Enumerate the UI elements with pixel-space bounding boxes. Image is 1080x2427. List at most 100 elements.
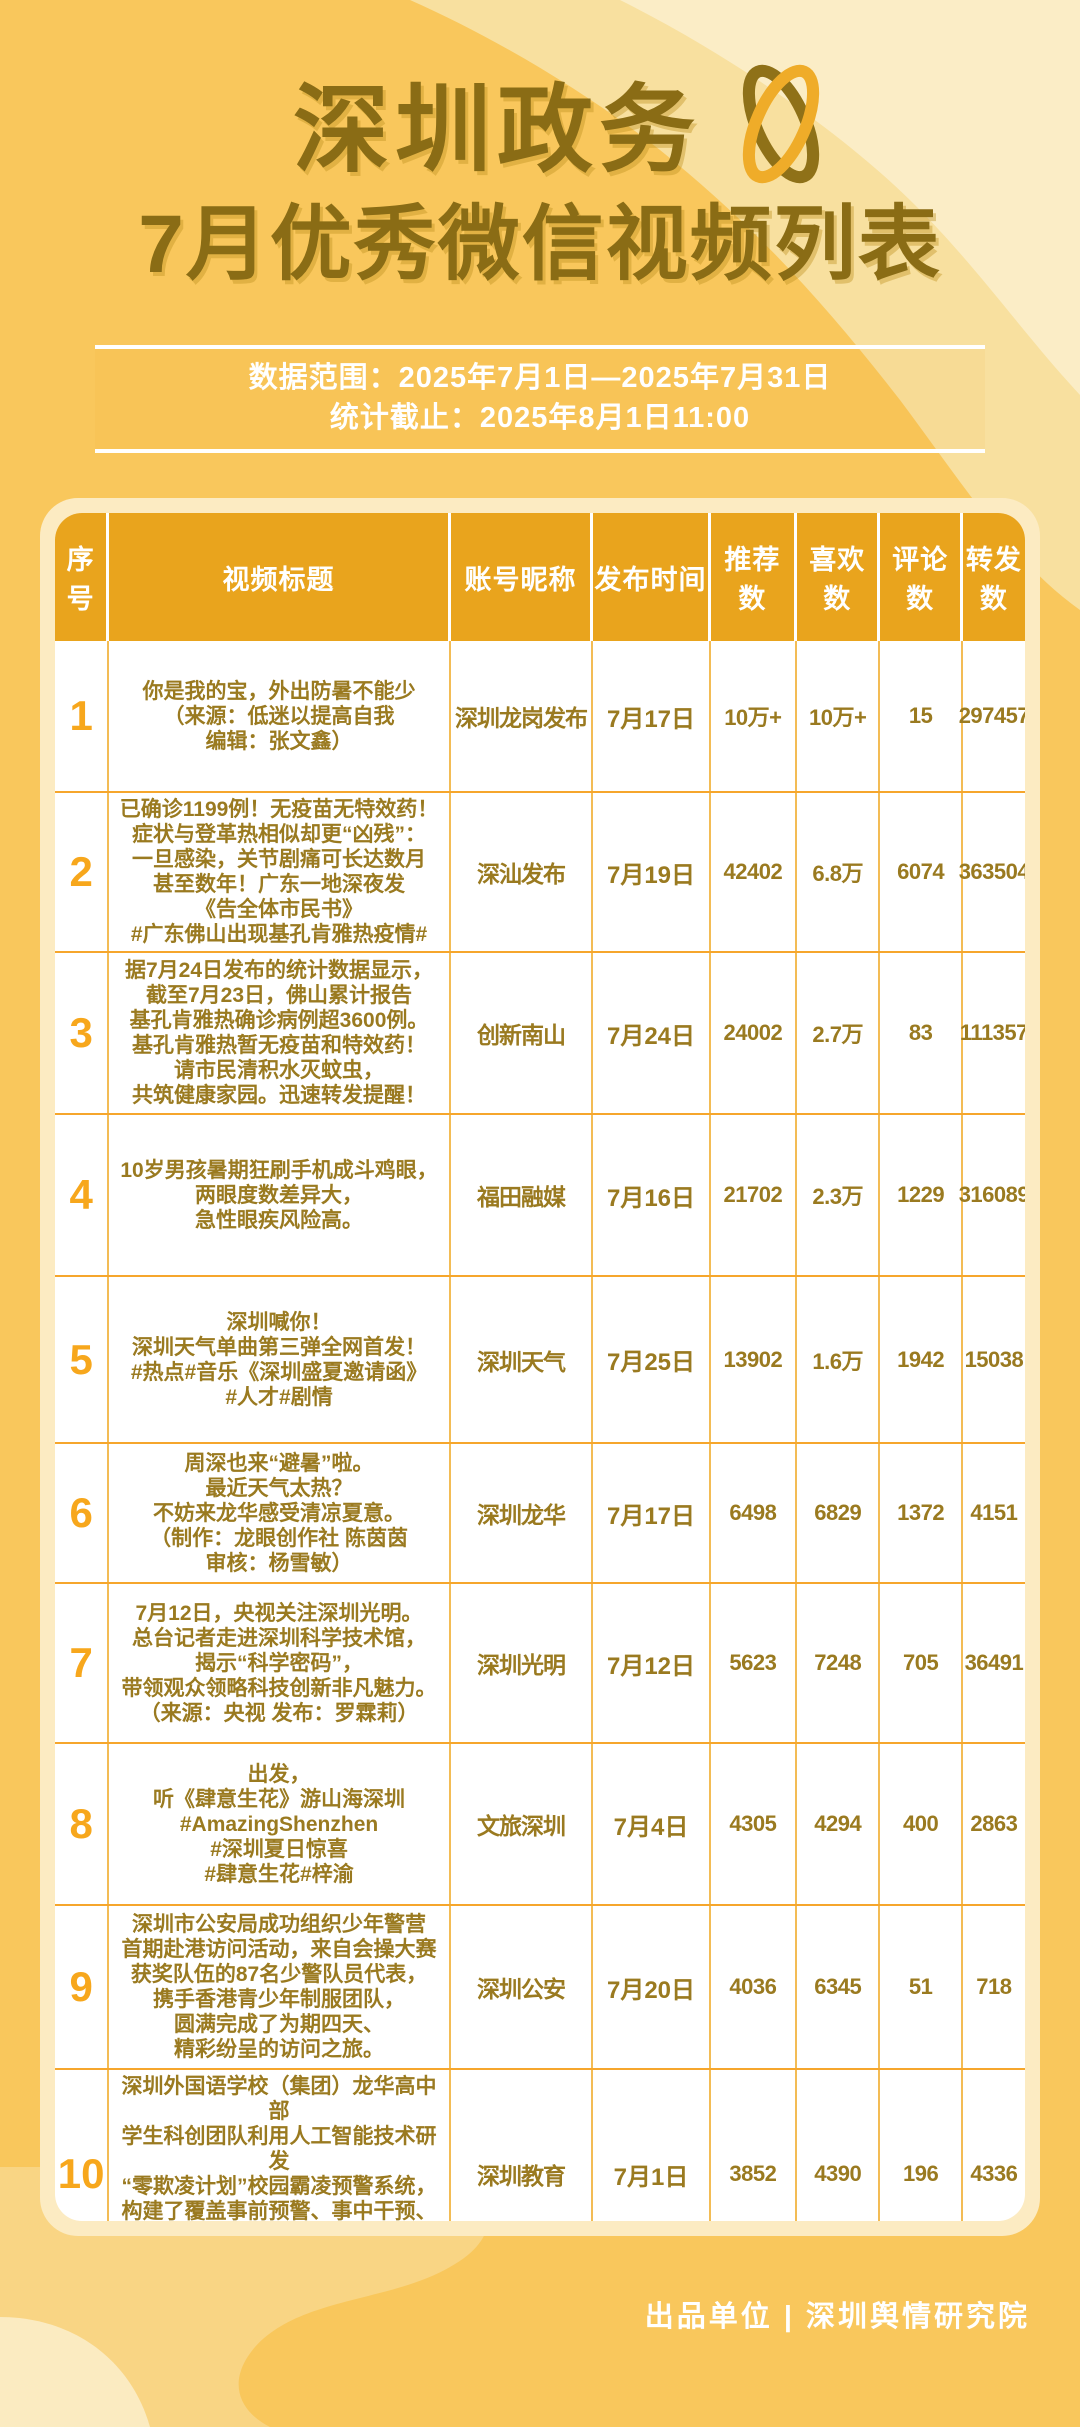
share-count: 718: [976, 1974, 1012, 1999]
rank-number: 1: [55, 641, 110, 791]
video-ranking-table-card: 序号 视频标题 账号昵称 发布时间 推荐数 喜欢数 评论数 转发数 1 你是我的宝，外出防暑不…: [40, 498, 1040, 2236]
column-header: 发布时间: [593, 513, 711, 641]
recommend-count: 6498: [711, 1444, 798, 1582]
table-row: 5 深圳喊你！ 深圳天气单曲第三弹全网首发！ #热点#音乐《深圳盛夏邀请函》 #…: [55, 1275, 1025, 1442]
video-title: 周深也来“避暑”啦。 最近天气太热？ 不妨来龙华感受清凉夏意。 （制作：龙眼创作…: [109, 1444, 451, 1582]
date-range-banner: 数据范围：2025年7月1日—2025年7月31日 统计截止：2025年8月1日…: [95, 345, 985, 453]
recommend-count: 13902: [711, 1277, 798, 1442]
recommend-count: 24002: [711, 953, 798, 1113]
table-row: 9 深圳市公安局成功组织少年警营 首期赴港访问活动，来自会操大赛 获奖队伍的87…: [55, 1904, 1025, 2068]
poster-header: 深圳政务 7月优秀微信视频列表: [0, 64, 1080, 290]
like-count: 2.7万: [797, 953, 881, 1113]
column-header: 转发数: [965, 545, 1022, 614]
video-title: 7月12日，央视关注深圳光明。 总台记者走进深圳科学技术馆， 揭示“科学密码”，…: [109, 1584, 451, 1742]
like-count: 1.6万: [797, 1277, 881, 1442]
comment-count: 705: [880, 1584, 963, 1742]
wechat-channels-logo-icon: [742, 64, 820, 184]
share-count: 363504: [958, 859, 1025, 884]
rank-number: 7: [55, 1584, 110, 1742]
column-header: 视频标题: [109, 513, 451, 641]
account-nickname: 深圳龙华: [451, 1444, 594, 1582]
account-nickname: 深汕发布: [451, 793, 594, 951]
publish-date: 7月16日: [593, 1115, 711, 1275]
table-row: 10 深圳外国语学校（集团）龙华高中部 学生科创团队利用人工智能技术研发 “零欺…: [55, 2068, 1025, 2221]
column-header: 喜欢数: [797, 513, 881, 641]
recommend-count: 5623: [711, 1584, 798, 1742]
rank-number: 8: [55, 1744, 110, 1904]
share-count: 111357: [959, 1020, 1025, 1045]
account-nickname: 深圳教育: [451, 2070, 594, 2221]
publish-date: 7月1日: [593, 2070, 711, 2221]
table-body: 1 你是我的宝，外出防暑不能少 （来源：低迷以提高自我 编辑：张文鑫） 深圳龙岗…: [55, 641, 1025, 2221]
recommend-count: 42402: [711, 793, 798, 951]
recommend-count: 10万+: [711, 641, 798, 791]
like-count: 6345: [797, 1906, 881, 2068]
video-title: 深圳喊你！ 深圳天气单曲第三弹全网首发！ #热点#音乐《深圳盛夏邀请函》 #人才…: [109, 1277, 451, 1442]
credit-text: 出品单位 | 深圳舆情研究院: [644, 2301, 1030, 2333]
rank-number: 5: [55, 1277, 110, 1442]
recommend-count: 3852: [711, 2070, 798, 2221]
video-title: 出发， 听《肆意生花》游山海深圳 #AmazingShenzhen #深圳夏日惊…: [109, 1744, 451, 1904]
share-count: 316089: [958, 1182, 1025, 1207]
like-count: 4294: [797, 1744, 881, 1904]
like-count: 4390: [797, 2070, 881, 2221]
page-subtitle: 7月优秀微信视频列表: [138, 199, 942, 290]
stats-cutoff-text: 统计截止：2025年8月1日11:00: [329, 402, 751, 434]
recommend-count: 4305: [711, 1744, 798, 1904]
rank-number: 10: [55, 2070, 110, 2221]
page-title: 深圳政务: [293, 77, 701, 185]
publish-date: 7月24日: [593, 953, 711, 1113]
table-row: 4 10岁男孩暑期狂刷手机成斗鸡眼， 两眼度数差异大， 急性眼疾风险高。 福田融…: [55, 1113, 1025, 1275]
account-nickname: 深圳公安: [451, 1906, 594, 2068]
comment-count: 1229: [880, 1115, 963, 1275]
column-header: 评论数: [880, 513, 963, 641]
like-count: 2.3万: [797, 1115, 881, 1275]
data-range-text: 数据范围：2025年7月1日—2025年7月31日: [248, 362, 832, 394]
like-count: 7248: [797, 1584, 881, 1742]
publish-date: 7月12日: [593, 1584, 711, 1742]
like-count: 10万+: [797, 641, 881, 791]
video-title: 深圳市公安局成功组织少年警营 首期赴港访问活动，来自会操大赛 获奖队伍的87名少…: [109, 1906, 451, 2068]
comment-count: 196: [880, 2070, 963, 2221]
share-count: 4151: [970, 1500, 1018, 1525]
rank-number: 4: [55, 1115, 110, 1275]
share-count: 15038: [964, 1346, 1024, 1372]
table-row: 7 7月12日，央视关注深圳光明。 总台记者走进深圳科学技术馆， 揭示“科学密码…: [55, 1582, 1025, 1742]
video-title: 你是我的宝，外出防暑不能少 （来源：低迷以提高自我 编辑：张文鑫）: [109, 641, 451, 791]
publish-date: 7月4日: [593, 1744, 711, 1904]
rank-number: 6: [55, 1444, 110, 1582]
comment-count: 400: [880, 1744, 963, 1904]
publish-date: 7月25日: [593, 1277, 711, 1442]
share-count: 297457: [958, 703, 1025, 728]
table-row: 6 周深也来“避暑”啦。 最近天气太热？ 不妨来龙华感受清凉夏意。 （制作：龙眼…: [55, 1442, 1025, 1582]
table-row: 2 已确诊1199例！无疫苗无特效药！ 症状与登革热相似却更“凶残”： 一旦感染…: [55, 791, 1025, 951]
account-nickname: 创新南山: [451, 953, 594, 1113]
account-nickname: 深圳天气: [451, 1277, 594, 1442]
comment-count: 1372: [880, 1444, 963, 1582]
share-count: 4336: [970, 2161, 1018, 2186]
publish-date: 7月17日: [593, 641, 711, 791]
rank-number: 9: [55, 1906, 110, 2068]
comment-count: 83: [880, 953, 963, 1113]
recommend-count: 21702: [711, 1115, 798, 1275]
table-header-row: 序号 视频标题 账号昵称 发布时间 推荐数 喜欢数 评论数 转发数: [55, 513, 1025, 641]
comment-count: 1942: [880, 1277, 963, 1442]
video-ranking-table: 序号 视频标题 账号昵称 发布时间 推荐数 喜欢数 评论数 转发数 1 你是我的宝，外出防暑不…: [55, 513, 1025, 2221]
comment-count: 15: [880, 641, 963, 791]
column-header: 推荐数: [711, 513, 798, 641]
table-row: 3 据7月24日发布的统计数据显示， 截至7月23日，佛山累计报告 基孔肯雅热确…: [55, 951, 1025, 1113]
account-nickname: 深圳龙岗发布: [451, 641, 594, 791]
video-title: 深圳外国语学校（集团）龙华高中部 学生科创团队利用人工智能技术研发 “零欺凌计划…: [109, 2070, 451, 2221]
publish-date: 7月19日: [593, 793, 711, 951]
account-nickname: 福田融媒: [451, 1115, 594, 1275]
column-header: 序号: [55, 513, 110, 641]
publish-date: 7月17日: [593, 1444, 711, 1582]
publish-date: 7月20日: [593, 1906, 711, 2068]
share-count: 2863: [970, 1811, 1018, 1836]
video-title: 已确诊1199例！无疫苗无特效药！ 症状与登革热相似却更“凶残”： 一旦感染，关…: [109, 793, 451, 951]
recommend-count: 4036: [711, 1906, 798, 2068]
comment-count: 51: [880, 1906, 963, 2068]
share-count: 36491: [964, 1650, 1024, 1675]
like-count: 6.8万: [797, 793, 881, 951]
account-nickname: 深圳光明: [451, 1584, 594, 1742]
